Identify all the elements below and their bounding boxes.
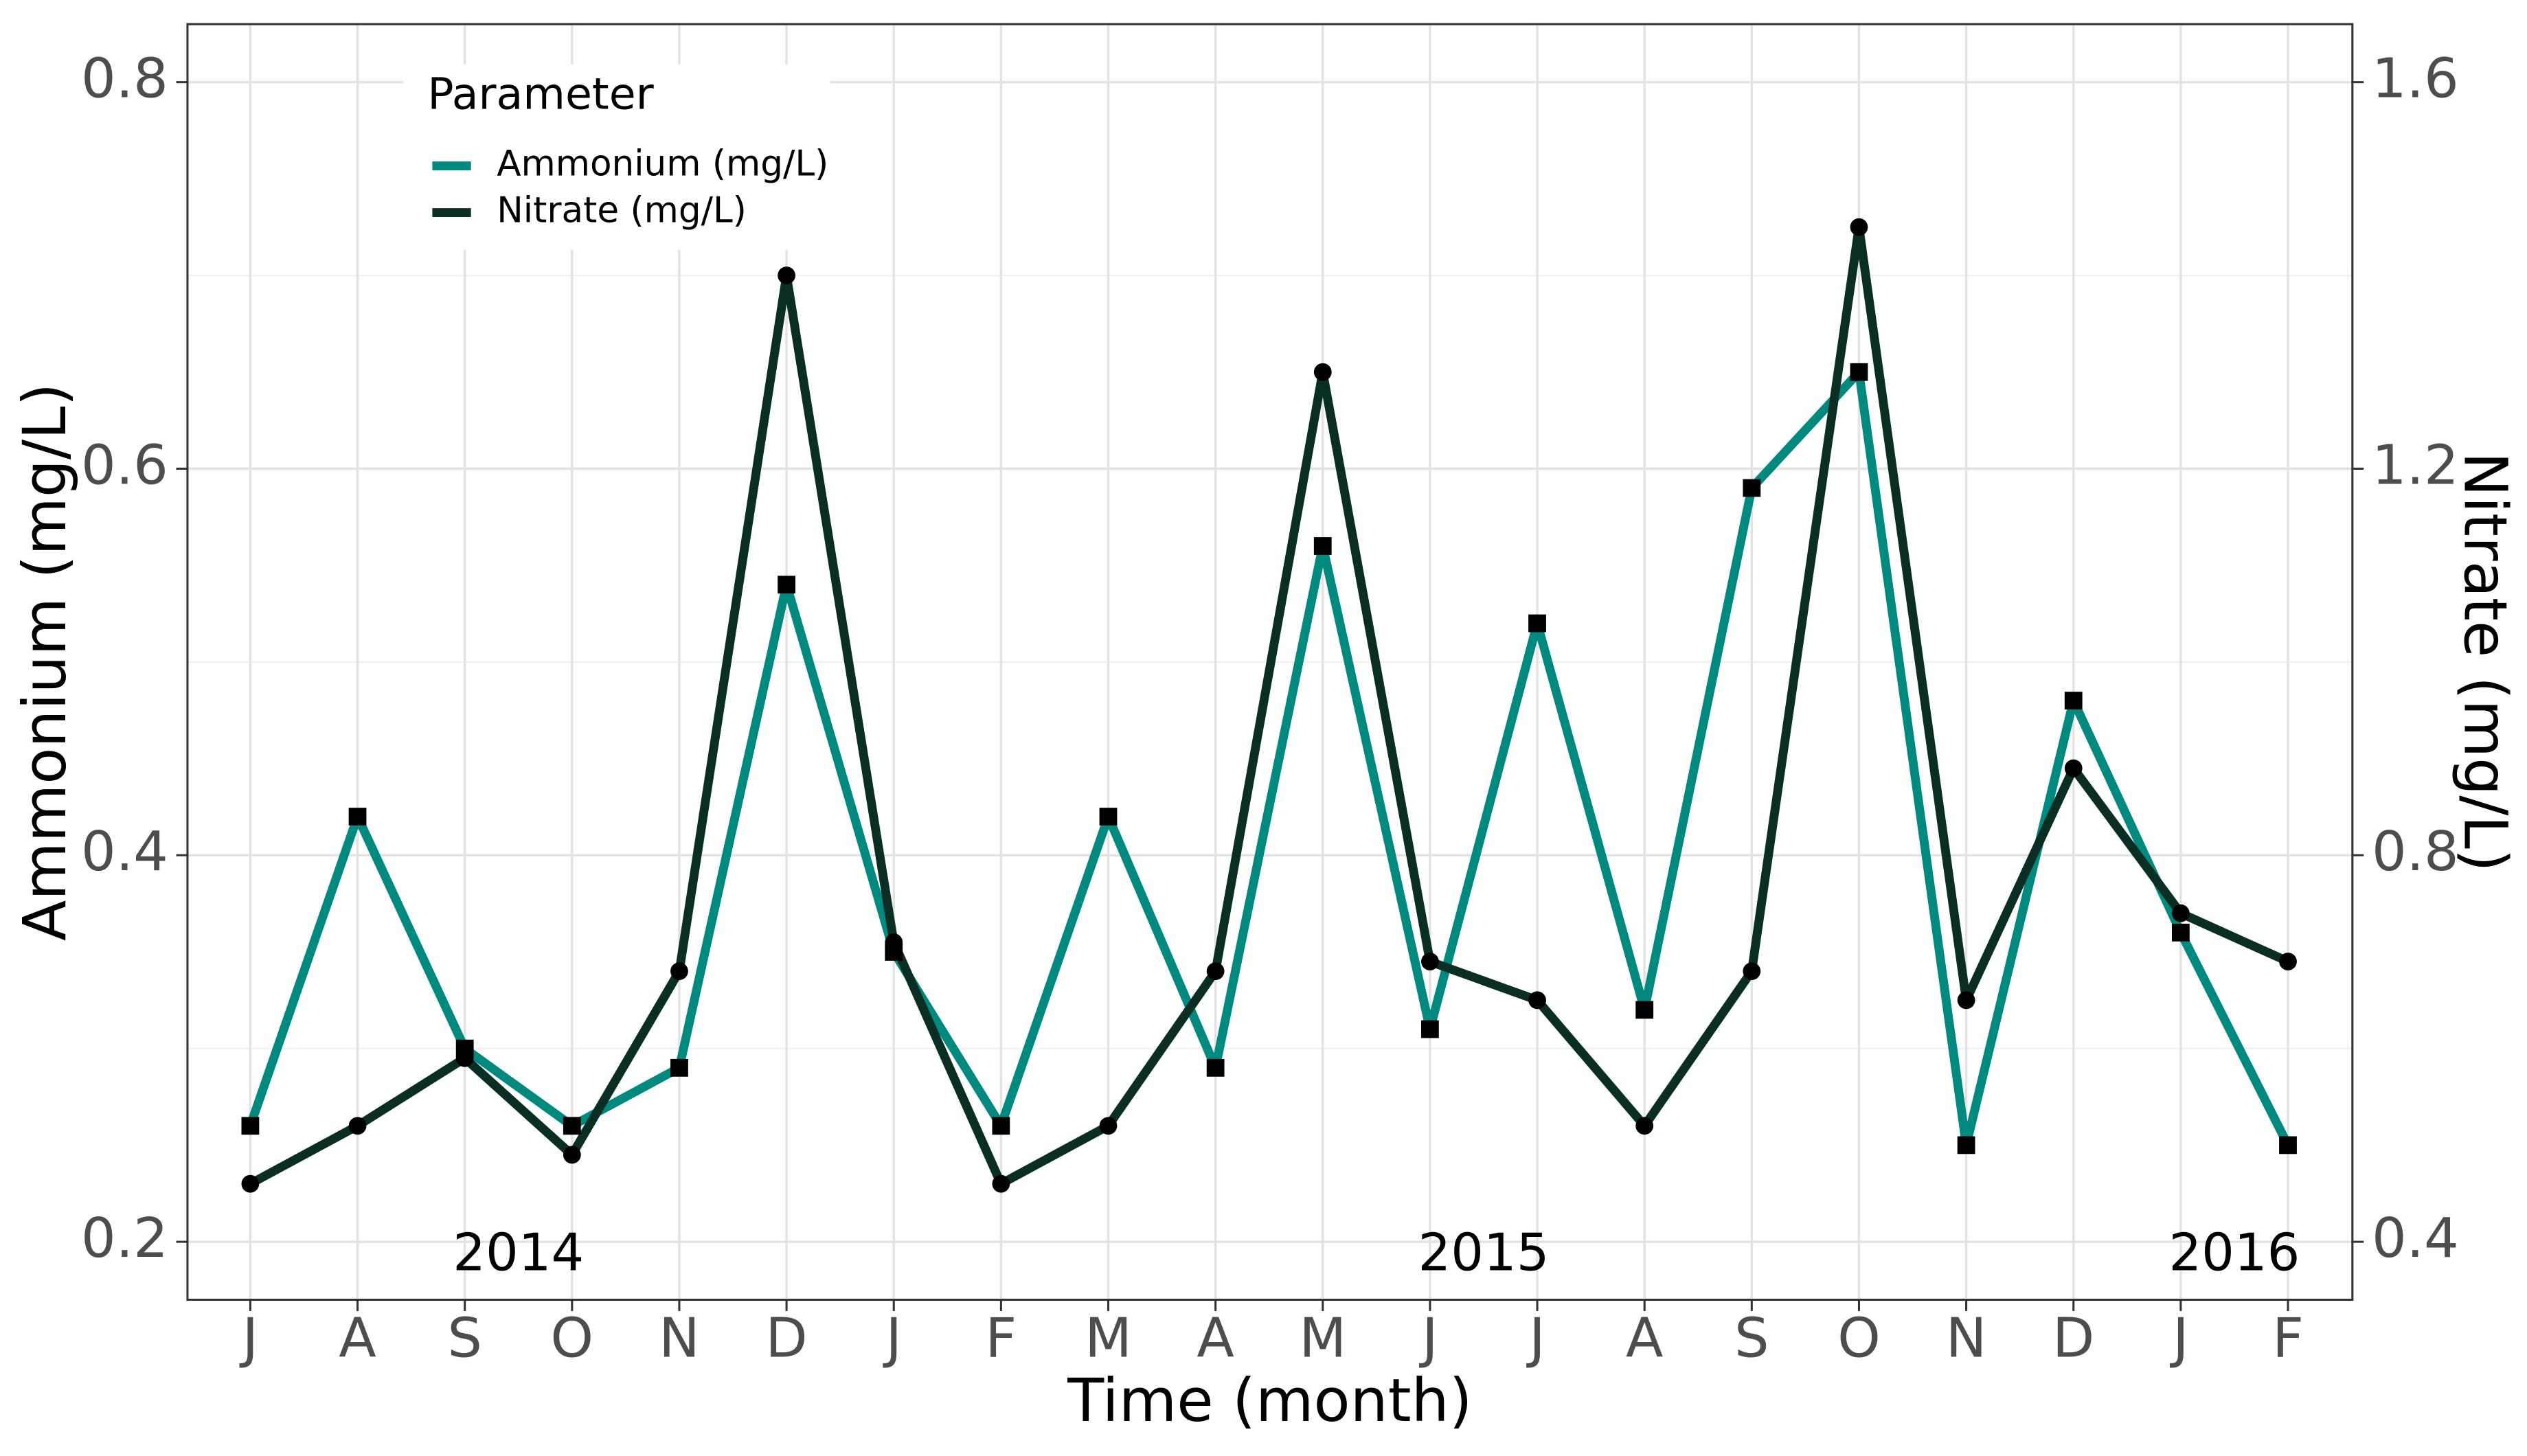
x-axis-title: Time (month) — [1067, 1366, 1472, 1435]
point — [1743, 479, 1761, 497]
point — [1957, 1136, 1975, 1154]
point — [1206, 1058, 1225, 1077]
point — [1850, 363, 1868, 381]
point — [2171, 923, 2190, 942]
x-tick-label: A — [1626, 1306, 1664, 1369]
point — [2171, 904, 2190, 922]
x-tick-label: J — [1526, 1306, 1545, 1369]
point — [992, 1174, 1010, 1193]
legend: Parameter Ammonium (mg/L) Nitrate (mg/L) — [403, 64, 830, 250]
point — [455, 1049, 474, 1067]
y2-axis-title: Nitrate (mg/L) — [2450, 452, 2519, 872]
x-tick-label: M — [1299, 1306, 1346, 1369]
x-tick-label: A — [1197, 1306, 1234, 1369]
point — [1099, 1117, 1118, 1135]
point — [348, 808, 367, 826]
x-tick-label: J — [1418, 1306, 1438, 1369]
point — [241, 1174, 260, 1193]
point — [1206, 962, 1225, 981]
y-axis-title: Ammonium (mg/L) — [10, 383, 80, 941]
x-tick-label: O — [1837, 1306, 1881, 1369]
point — [1528, 614, 1546, 633]
y2-tick-label: 1.6 — [2372, 47, 2459, 111]
point — [885, 933, 903, 951]
point — [2279, 953, 2297, 970]
point — [2279, 1136, 2297, 1154]
y-tick-label: 0.4 — [81, 819, 168, 883]
x-tick-label: N — [1946, 1306, 1987, 1369]
point — [1313, 537, 1332, 555]
x-tick-label: S — [1734, 1306, 1769, 1369]
point — [1743, 962, 1761, 981]
y2-tick-label: 1.2 — [2372, 433, 2459, 497]
point — [1635, 1117, 1654, 1135]
point — [2064, 692, 2083, 710]
x-tick-label: A — [339, 1306, 376, 1369]
x-tick-label: F — [2272, 1306, 2304, 1369]
y-tick-label: 0.6 — [81, 433, 168, 497]
point — [348, 1117, 367, 1135]
legend-label: Ammonium (mg/L) — [497, 144, 828, 185]
x-tick-label: M — [1085, 1306, 1132, 1369]
legend-title: Parameter — [427, 68, 654, 119]
series-line — [248, 223, 2290, 1189]
point — [778, 266, 795, 284]
y-tick-label: 0.2 — [81, 1206, 168, 1270]
point — [563, 1146, 581, 1164]
year-label: 2015 — [1418, 1222, 1550, 1283]
legend-label: Nitrate (mg/L) — [497, 190, 747, 231]
point — [778, 576, 795, 594]
point — [1635, 1001, 1654, 1019]
y-tick-label: 0.8 — [81, 47, 168, 111]
year-label: 2014 — [453, 1222, 584, 1283]
x-tick-label: D — [765, 1306, 807, 1369]
x-tick-label: N — [659, 1306, 700, 1369]
x-tick-label: J — [239, 1306, 259, 1369]
point — [2064, 759, 2083, 777]
point — [670, 962, 688, 981]
year-label: 2016 — [2168, 1222, 2300, 1283]
x-tick-label: J — [882, 1306, 902, 1369]
y2-tick-label: 0.8 — [2372, 819, 2459, 883]
point — [1957, 991, 1975, 1010]
x-tick-label: J — [2169, 1306, 2189, 1369]
point — [1421, 953, 1439, 970]
x-tick-label: F — [985, 1306, 1017, 1369]
point — [1099, 808, 1118, 826]
x-tick-label: S — [447, 1306, 482, 1369]
point — [992, 1117, 1010, 1135]
point — [670, 1058, 688, 1077]
point — [241, 1117, 260, 1135]
point — [563, 1117, 581, 1135]
point — [1850, 218, 1868, 236]
point — [1313, 363, 1332, 381]
y2-tick-label: 0.4 — [2372, 1206, 2459, 1270]
point — [1421, 1020, 1439, 1038]
marks — [241, 218, 2297, 1193]
grid — [187, 24, 2353, 1300]
x-tick-label: D — [2052, 1306, 2094, 1369]
x-tick-label: O — [550, 1306, 593, 1369]
panel-border — [186, 23, 2354, 1301]
legend-background — [403, 64, 830, 250]
point — [1528, 991, 1546, 1010]
